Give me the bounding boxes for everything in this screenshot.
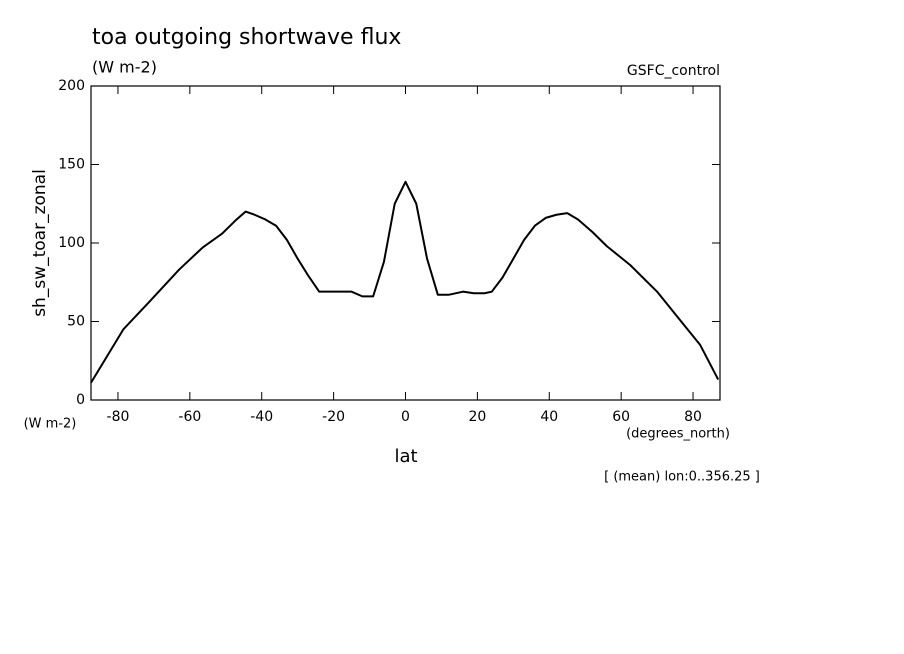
x-units: (degrees_north) <box>626 427 730 442</box>
y-tick-label: 0 <box>76 392 85 408</box>
y-tick-label: 100 <box>58 235 85 251</box>
data-line <box>90 180 720 384</box>
x-tick-label: 60 <box>612 409 630 425</box>
x-tick-label: 40 <box>540 409 558 425</box>
x-tick-label: -20 <box>322 409 345 425</box>
dataset-label: GSFC_control <box>627 63 720 79</box>
x-tick-label: 20 <box>468 409 486 425</box>
x-tick-label: 80 <box>684 409 702 425</box>
y-tick-label: 50 <box>67 314 85 330</box>
plot-frame <box>90 85 721 401</box>
chart-subtitle: (W m-2) <box>92 58 157 77</box>
x-tick-label: -60 <box>178 409 201 425</box>
x-tick-label: -80 <box>107 409 130 425</box>
chart-title: toa outgoing shortwave flux <box>92 25 401 50</box>
y-tick-label: 150 <box>58 157 85 173</box>
x-tick-label: 0 <box>401 409 410 425</box>
y-units: (W m-2) <box>24 417 77 432</box>
y-tick-label: 200 <box>58 78 85 94</box>
note: [ (mean) lon:0..356.25 ] <box>604 470 760 485</box>
y-axis-label: sh_sw_toar_zonal <box>30 169 50 317</box>
x-axis-label: lat <box>394 446 417 467</box>
x-tick-label: -40 <box>250 409 273 425</box>
